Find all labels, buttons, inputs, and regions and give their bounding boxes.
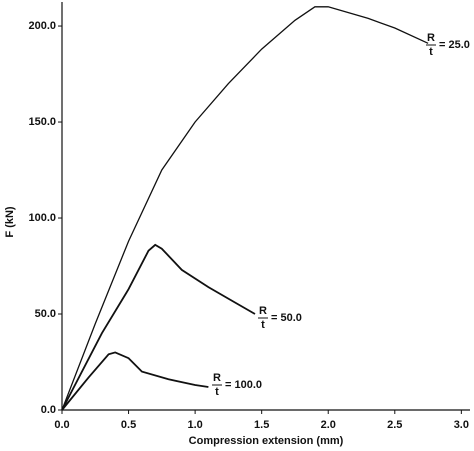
y-axis-label: F (kN) [4,206,16,238]
y-tick-label: 50.0 [35,308,56,320]
label-numerator: R [427,32,435,44]
label-value: = 100.0 [225,379,262,391]
label-denominator: t [261,319,265,331]
x-tick-label: 2.5 [387,419,402,431]
line [61,6,429,411]
line [61,243,256,411]
x-tick-label: 0.5 [121,419,136,431]
x-tick-label: 1.5 [254,419,269,431]
label-denominator: t [215,386,219,398]
label-numerator: R [259,305,267,317]
line [61,351,209,411]
y-tick-label: 200.0 [28,20,56,32]
label-denominator: t [429,46,433,58]
x-tick-label: 0.0 [54,419,69,431]
x-tick-label: 3.0 [454,419,469,431]
label-value: = 50.0 [271,312,302,324]
x-tick-label: 2.0 [321,419,336,431]
label-numerator: R [213,372,221,384]
y-tick-label: 150.0 [28,116,56,128]
y-tick-label: 0.0 [41,404,56,416]
y-tick-label: 100.0 [28,212,56,224]
label-value: = 25.0 [439,39,470,51]
x-axis-label: Compression extension (mm) [189,435,344,447]
x-tick-label: 1.0 [187,419,202,431]
